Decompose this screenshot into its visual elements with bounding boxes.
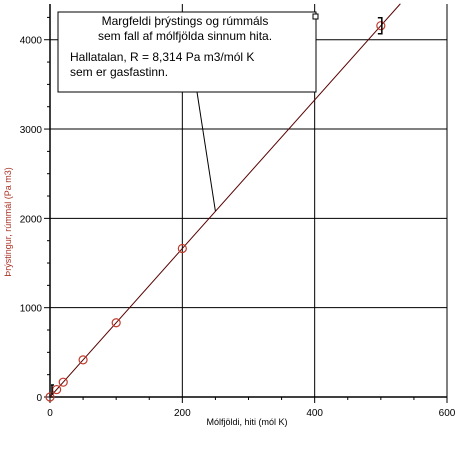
- y-tick-label: 4000: [20, 36, 43, 47]
- annotation-line-2: sem fall af mólfjölda sinnum hita.: [98, 29, 272, 43]
- annotation-pointer: [196, 91, 216, 212]
- data-point: [111, 318, 121, 328]
- error-bar: [51, 384, 54, 395]
- x-tick-label: 200: [174, 408, 191, 419]
- annotation-box: [57, 11, 317, 93]
- annotation-resize-handle[interactable]: [312, 13, 319, 20]
- x-tick-label: 0: [47, 408, 53, 419]
- y-tick-label: 3000: [20, 125, 43, 136]
- fit-line: [49, 3, 401, 398]
- annotation-layer: Margfeldi þrýstings og rúmmáls sem fall …: [57, 11, 319, 212]
- y-tick-label: 1000: [20, 304, 43, 315]
- data-point: [58, 377, 68, 387]
- data-point: [78, 355, 88, 365]
- data-point: [177, 243, 187, 254]
- data-point: [376, 21, 386, 31]
- data-layer: [45, 3, 401, 402]
- y-tick-label: 0: [36, 393, 42, 404]
- x-tick-label: 600: [439, 408, 456, 419]
- x-axis-label: Mólfjöldi, hiti (mól K): [206, 417, 287, 427]
- annotation-line-4: sem er gasfastinn.: [70, 65, 168, 79]
- x-tick-label: 400: [306, 408, 323, 419]
- data-point: [45, 392, 55, 402]
- annotation-line-3: Hallatalan, R = 8,314 Pa m3/mól K: [70, 50, 254, 64]
- annotation-line-1: Margfeldi þrýstings og rúmmáls: [102, 14, 269, 28]
- tick-labels: 0 200 400 600 0 1000 2000 3000 4000: [20, 36, 456, 419]
- axes-layer: [44, 4, 448, 403]
- y-tick-label: 2000: [20, 214, 43, 225]
- error-bar: [377, 16, 383, 35]
- y-axis-label: Þrýstingur, rúmmál (Pa m3): [3, 167, 13, 277]
